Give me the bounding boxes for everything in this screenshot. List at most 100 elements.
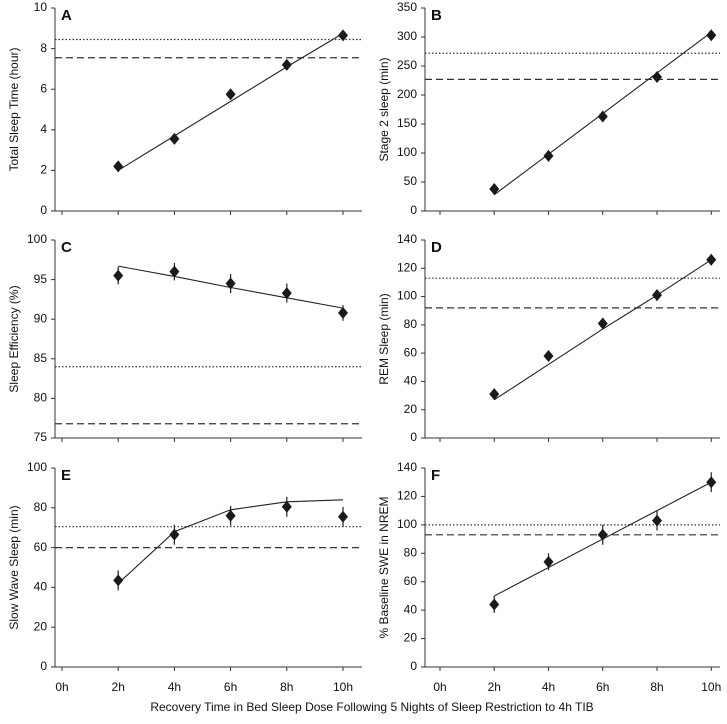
x-tick-label: 2h	[488, 680, 501, 694]
x-tick-label: 0h	[433, 680, 446, 694]
y-tick-label: 60	[404, 574, 418, 588]
panel-label: E	[61, 467, 71, 484]
y-axis-label: REM Sleep (min)	[377, 293, 391, 384]
data-point	[597, 528, 608, 541]
y-tick-label: 85	[34, 351, 48, 365]
y-tick-label: 120	[397, 260, 417, 274]
y-tick-label: 0	[40, 203, 47, 217]
y-tick-label: 120	[397, 489, 417, 503]
data-point	[338, 510, 348, 523]
y-tick-label: 80	[404, 545, 418, 559]
y-tick-label: 100	[27, 460, 47, 474]
y-tick-label: 350	[397, 0, 417, 14]
panel-label: A	[61, 7, 72, 24]
data-point	[169, 265, 180, 278]
x-tick-label: 8h	[650, 680, 663, 694]
panel-label: D	[431, 239, 442, 256]
data-point	[543, 349, 554, 362]
data-point	[489, 182, 500, 195]
x-axis-label: Recovery Time in Bed Sleep Dose Followin…	[150, 700, 593, 714]
y-tick-label: 50	[404, 174, 418, 188]
y-tick-label: 60	[404, 345, 418, 359]
y-tick-label: 6	[40, 81, 47, 95]
data-point	[169, 528, 180, 541]
y-tick-label: 140	[397, 232, 417, 246]
x-tick-label: 10h	[333, 680, 353, 694]
data-point	[225, 509, 236, 522]
y-tick-label: 8	[40, 41, 47, 55]
data-point	[706, 29, 717, 42]
data-point	[652, 289, 662, 302]
data-point	[489, 388, 500, 401]
x-tick-label: 2h	[112, 680, 125, 694]
panel-label: F	[431, 467, 440, 484]
y-tick-label: 20	[34, 619, 48, 633]
y-tick-label: 10	[34, 0, 48, 14]
data-point	[169, 132, 180, 145]
panel-label: B	[431, 7, 442, 24]
x-tick-label: 4h	[168, 680, 181, 694]
y-tick-label: 80	[34, 500, 48, 514]
y-tick-label: 80	[34, 391, 48, 405]
y-tick-label: 40	[404, 374, 418, 388]
data-point	[597, 110, 608, 123]
y-axis-label: Slow Wave Sleep (min)	[7, 505, 21, 629]
y-axis-label: Sleep Efficiency (%)	[7, 285, 21, 392]
x-tick-label: 8h	[280, 680, 293, 694]
y-tick-label: 75	[34, 430, 48, 444]
data-point	[543, 149, 554, 162]
data-point	[113, 574, 124, 587]
y-tick-label: 100	[397, 145, 417, 159]
y-tick-label: 4	[40, 122, 47, 136]
y-tick-label: 90	[34, 311, 48, 325]
panel-label: C	[61, 239, 72, 256]
y-tick-label: 0	[410, 203, 417, 217]
data-point	[652, 514, 662, 527]
y-tick-label: 300	[397, 29, 417, 43]
y-tick-label: 0	[410, 659, 417, 673]
data-point	[225, 277, 236, 290]
y-tick-label: 0	[410, 430, 417, 444]
y-axis-label: % Baseline SWE in NREM	[377, 496, 391, 638]
data-point	[706, 253, 717, 266]
y-tick-label: 100	[397, 517, 417, 531]
data-point	[706, 476, 717, 489]
data-point	[225, 88, 236, 101]
y-tick-label: 60	[34, 540, 48, 554]
data-point	[281, 58, 292, 71]
data-point	[543, 555, 554, 568]
y-tick-label: 20	[404, 631, 418, 645]
data-point	[597, 317, 608, 330]
y-tick-label: 40	[34, 580, 48, 594]
y-tick-label: 150	[397, 116, 417, 130]
y-tick-label: 80	[404, 317, 418, 331]
y-tick-label: 250	[397, 58, 417, 72]
data-point	[113, 160, 124, 173]
x-tick-label: 6h	[224, 680, 237, 694]
y-tick-label: 100	[27, 232, 47, 246]
data-point	[281, 287, 292, 300]
data-point	[338, 306, 348, 319]
y-tick-label: 0	[40, 659, 47, 673]
y-tick-label: 20	[404, 402, 418, 416]
y-tick-label: 2	[40, 163, 47, 177]
y-tick-label: 140	[397, 460, 417, 474]
y-tick-label: 40	[404, 602, 418, 616]
x-tick-label: 0h	[55, 680, 68, 694]
x-tick-label: 6h	[596, 680, 609, 694]
x-tick-label: 10h	[701, 680, 721, 694]
data-point	[338, 29, 348, 42]
y-tick-label: 100	[397, 289, 417, 303]
y-tick-label: 200	[397, 87, 417, 101]
x-tick-label: 4h	[542, 680, 555, 694]
fit-line	[493, 259, 712, 401]
data-point	[489, 598, 500, 611]
y-axis-label: Stage 2 sleep (min)	[377, 57, 391, 161]
data-point	[113, 269, 124, 282]
y-axis-label: Total Sleep Time (hour)	[7, 47, 21, 171]
y-tick-label: 95	[34, 272, 48, 286]
data-point	[281, 500, 292, 513]
fit-line	[117, 32, 344, 171]
data-point	[652, 71, 662, 84]
